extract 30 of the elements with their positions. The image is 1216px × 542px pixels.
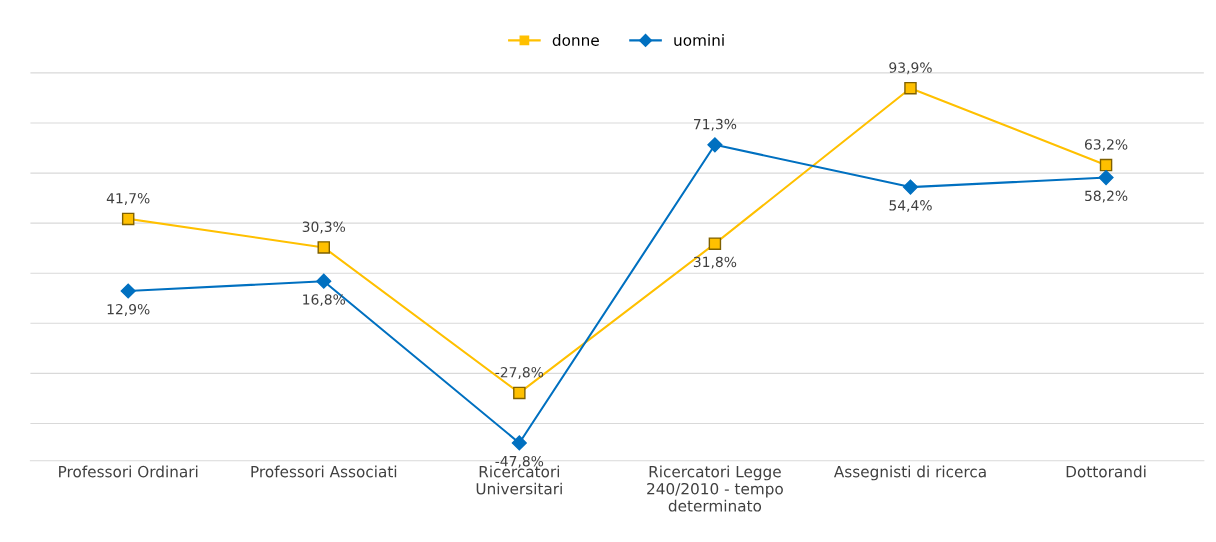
data-label: 31,8% — [693, 256, 737, 269]
point — [513, 386, 526, 400]
legend-label: uomini — [674, 34, 724, 46]
x-tick-label: Professori Ordinari — [59, 465, 198, 478]
data-label: 30,3% — [302, 221, 346, 234]
data-label: 54,4% — [889, 200, 932, 212]
x-tick-label: Ricercatori Legge 240/2010 - tempo determinato — [647, 465, 783, 512]
data-label: 16,8% — [303, 294, 346, 307]
point — [316, 273, 332, 289]
point — [1099, 158, 1113, 172]
point — [120, 283, 136, 299]
point — [317, 241, 331, 254]
point — [121, 212, 135, 226]
legend-label: donne — [552, 34, 599, 46]
data-label: -27,8% — [495, 366, 544, 379]
point — [902, 179, 919, 195]
data-label: 58,2% — [1085, 190, 1128, 203]
x-tick-label: Dottorandi — [1066, 465, 1146, 478]
data-label: 93,9% — [889, 62, 932, 75]
x-tick-label: Assegnisti di ricerca — [833, 465, 986, 481]
point — [707, 137, 723, 153]
point — [904, 81, 917, 95]
data-label: 71,3% — [693, 118, 737, 131]
x-tick-label: Professori Associati — [251, 465, 397, 478]
point — [1098, 170, 1114, 186]
point — [708, 237, 722, 250]
data-label: 63,2% — [1084, 139, 1128, 152]
data-label: 12,9% — [107, 303, 150, 316]
point — [511, 435, 527, 451]
data-label: 41,7% — [106, 192, 150, 205]
